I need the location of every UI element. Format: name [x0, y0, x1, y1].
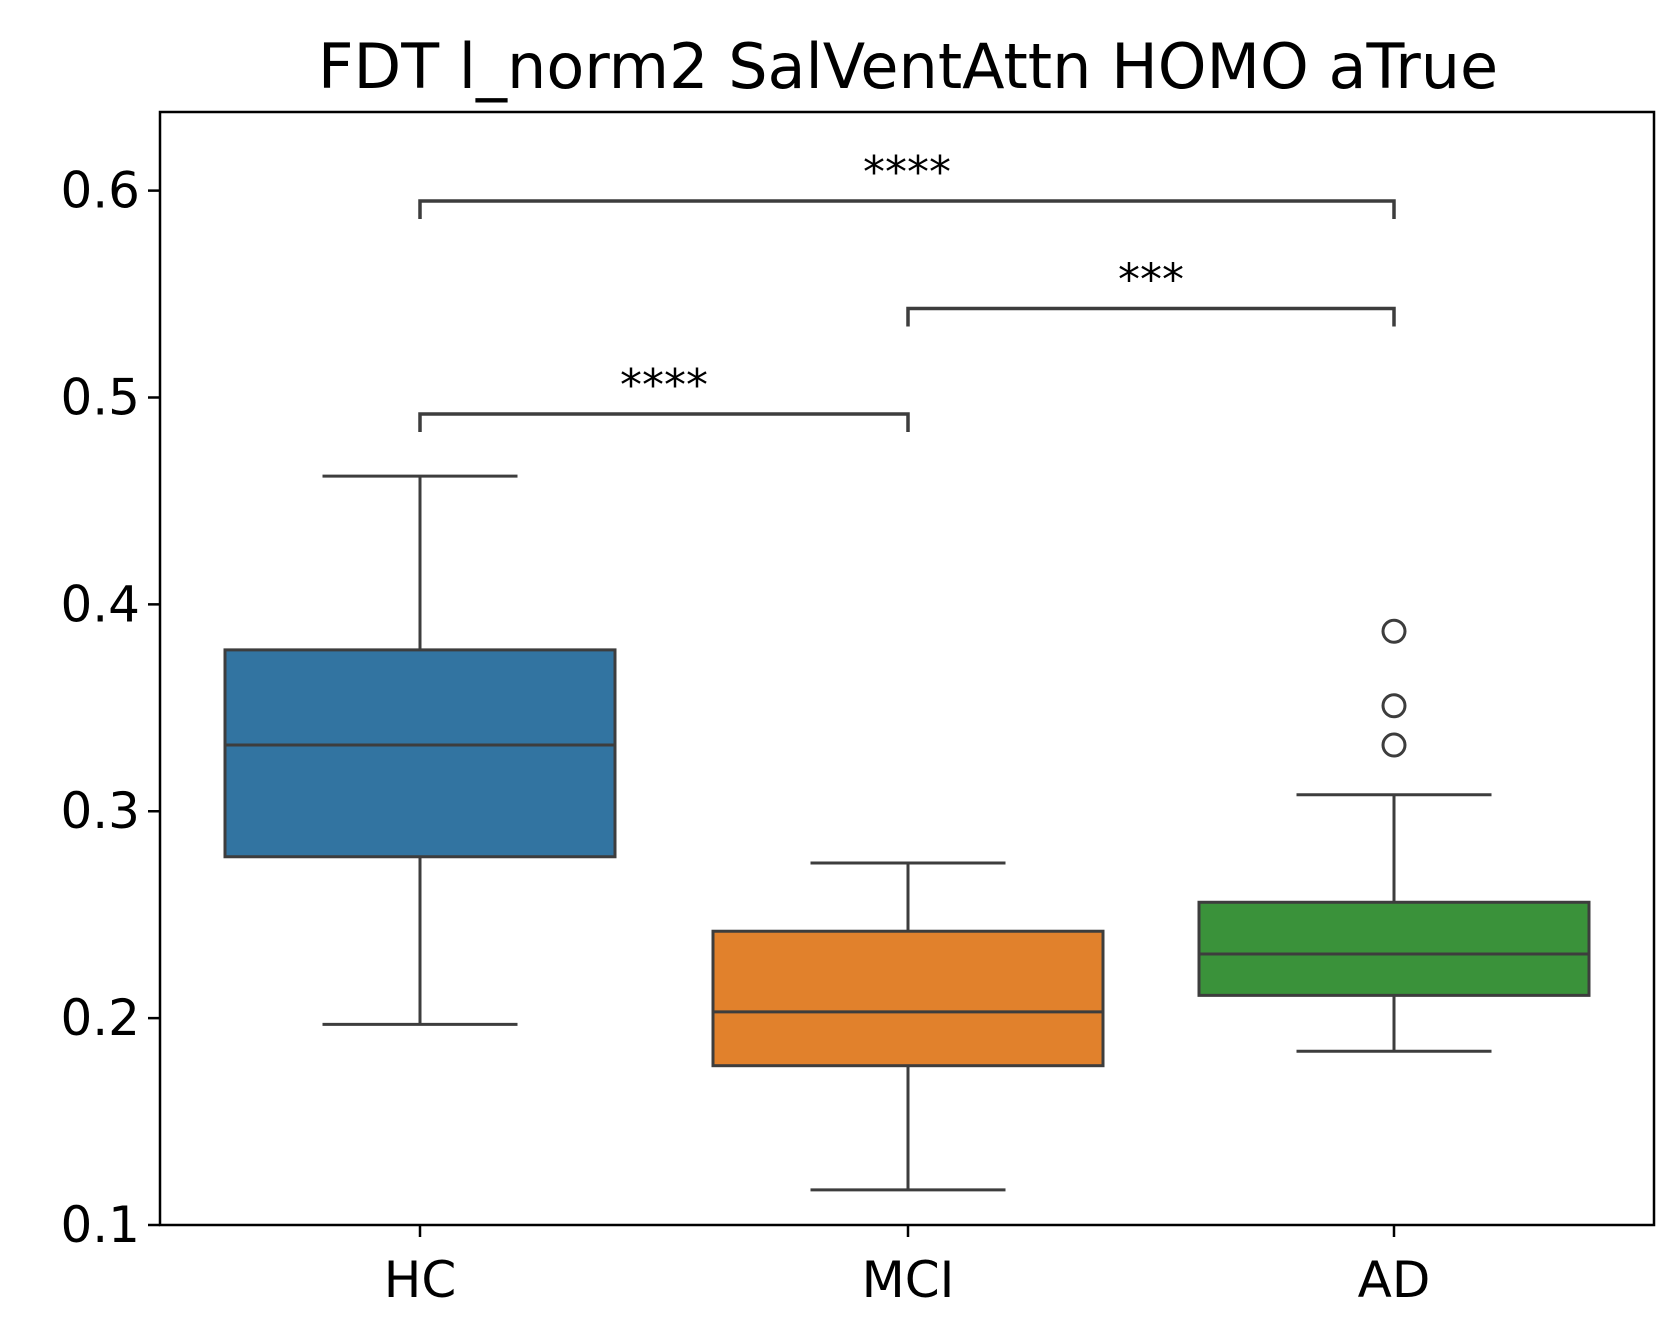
chart-title: FDT l_norm2 SalVentAttn HOMO aTrue — [318, 30, 1498, 103]
significance-bracket — [418, 412, 910, 433]
significance-bracket — [906, 306, 1396, 327]
y-tick-label: 0.4 — [60, 575, 140, 633]
outlier-point — [1381, 693, 1407, 719]
y-tick-label: 0.5 — [60, 368, 140, 426]
outlier-point — [1381, 618, 1407, 644]
box-hc — [223, 648, 617, 859]
significance-bracket — [418, 199, 1396, 219]
plot-area: 0.10.20.30.40.50.6HC MCI AD*********** — [60, 147, 1591, 1309]
x-tick-label: HC — [384, 1251, 457, 1309]
y-tick-label: 0.6 — [60, 162, 140, 220]
significance-label: **** — [620, 360, 708, 411]
box-ad — [1197, 900, 1591, 997]
y-tick-label: 0.1 — [60, 1196, 140, 1254]
y-tick-label: 0.3 — [60, 782, 140, 840]
y-tick-label: 0.2 — [60, 989, 140, 1047]
box-mci — [711, 929, 1105, 1068]
x-tick-label: MCI — [862, 1251, 955, 1309]
significance-label: **** — [863, 147, 951, 198]
plot-frame — [158, 110, 1656, 1227]
significance-label: *** — [1118, 255, 1184, 306]
outlier-point — [1381, 732, 1407, 758]
x-tick-label: AD — [1358, 1251, 1431, 1309]
